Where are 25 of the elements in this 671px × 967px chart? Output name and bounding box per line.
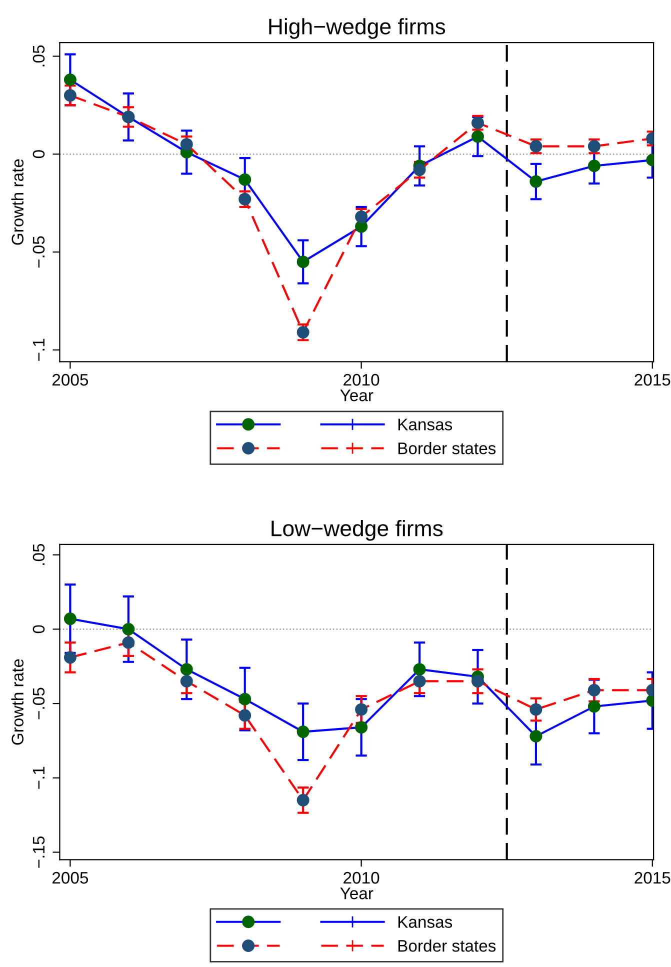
legend-label: Border states <box>398 442 496 454</box>
y-tick-label: 0 <box>32 150 45 158</box>
y-tick-label: −.1 <box>32 766 44 789</box>
x-tick-label: 2005 <box>52 872 88 884</box>
y-tick-label: −.1 <box>32 338 44 361</box>
x-tick-label: 2010 <box>344 872 380 884</box>
y-tick-label: .05 <box>32 544 45 565</box>
x-tick-label: 2015 <box>634 872 670 884</box>
legend-label: Kansas <box>398 418 452 430</box>
y-axis-title: Growth rate <box>11 159 24 245</box>
y-tick-label: −.05 <box>32 688 45 720</box>
y-axis-title: Growth rate <box>11 659 24 745</box>
y-tick-label: .05 <box>32 45 45 66</box>
chart-title: Low−wedge firms <box>272 520 443 541</box>
x-tick-label: 2015 <box>634 374 670 386</box>
x-tick-label: 2010 <box>344 374 380 386</box>
y-tick-label: 0 <box>32 625 45 634</box>
legend-label: Border states <box>398 940 496 952</box>
y-tick-label: −.15 <box>32 836 45 868</box>
chart-title: High−wedge firms <box>269 18 446 39</box>
x-axis-title: Year <box>340 888 374 900</box>
y-tick-label: −.05 <box>32 236 45 268</box>
x-tick-label: 2005 <box>52 374 88 386</box>
x-axis-title: Year <box>340 390 374 402</box>
legend-label: Kansas <box>398 916 452 928</box>
